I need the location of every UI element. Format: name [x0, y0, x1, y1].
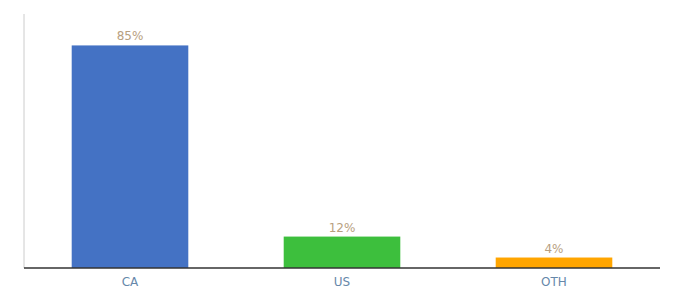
bar [284, 237, 401, 268]
bar [496, 258, 613, 268]
data-label: 85% [117, 29, 144, 43]
data-label: 12% [329, 221, 356, 235]
chart-container: 85% 12% 4% CA US OTH [0, 0, 680, 300]
bars [72, 45, 613, 268]
x-tick-label: US [334, 275, 350, 289]
data-label: 4% [544, 242, 563, 256]
x-tick-label: CA [122, 275, 139, 289]
x-axis-line [24, 267, 660, 269]
y-axis-line [24, 14, 25, 268]
chart-svg: 85% 12% 4% CA US OTH [0, 0, 680, 300]
bar [72, 45, 189, 268]
x-tick-label: OTH [541, 275, 567, 289]
